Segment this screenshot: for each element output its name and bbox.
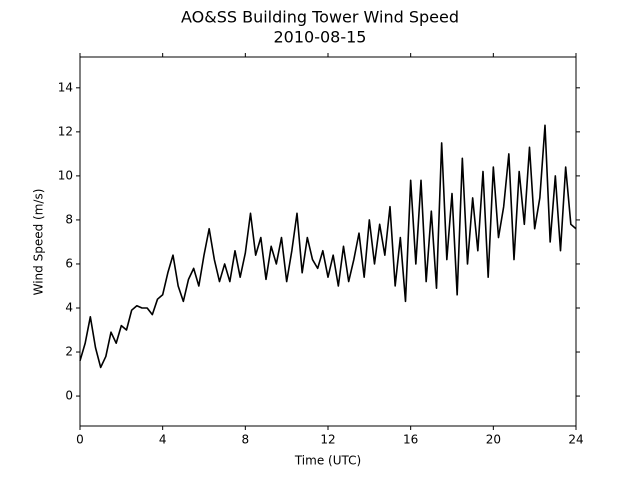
x-tick-label: 4: [159, 433, 167, 447]
y-tick-label: 0: [65, 389, 73, 403]
x-tick-label: 16: [403, 433, 418, 447]
y-tick-label: 12: [58, 124, 73, 138]
y-tick-label: 6: [65, 256, 73, 270]
line-series: [79, 124, 577, 369]
y-tick-label: 14: [58, 80, 73, 94]
x-tick-label: 24: [568, 433, 583, 447]
x-axis-label: Time (UTC): [294, 454, 361, 468]
y-tick-label: 2: [65, 345, 73, 359]
x-tick-label: 12: [320, 433, 335, 447]
y-axis-label: Wind Speed (m/s): [32, 189, 46, 296]
y-tick-label: 8: [65, 212, 73, 226]
y-tick-label: 10: [58, 168, 73, 182]
x-tick-label: 0: [76, 433, 84, 447]
plot-frame: [79, 56, 577, 427]
chart-subtitle: 2010-08-15: [274, 28, 367, 47]
chart-title: AO&SS Building Tower Wind Speed: [181, 8, 459, 27]
x-tick-label: 8: [242, 433, 250, 447]
y-tick-label: 4: [65, 300, 73, 314]
x-tick-label: 20: [486, 433, 501, 447]
